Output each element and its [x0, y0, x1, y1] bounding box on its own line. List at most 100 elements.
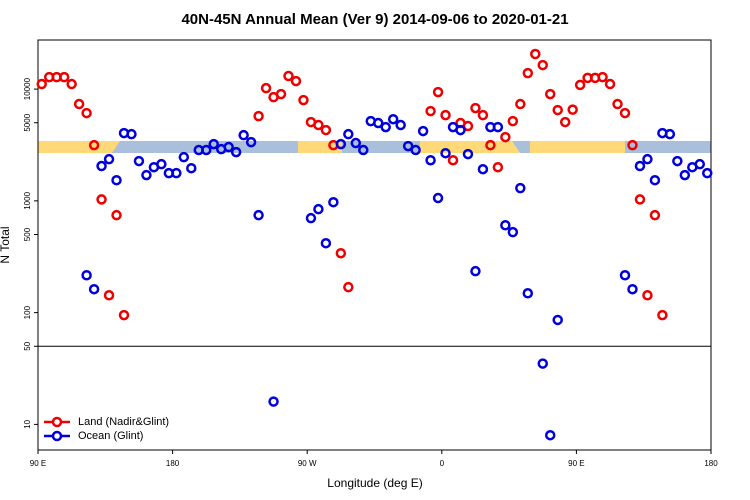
- point: [530, 48, 541, 60]
- point: [387, 113, 399, 125]
- point: [462, 148, 474, 160]
- point: [544, 88, 556, 100]
- point: [343, 128, 354, 140]
- point: [619, 107, 631, 119]
- point: [245, 136, 257, 148]
- point: [559, 116, 571, 128]
- point: [612, 98, 623, 110]
- point: [238, 129, 249, 141]
- y-tick-label: 10: [23, 419, 32, 428]
- point: [66, 78, 77, 90]
- point: [320, 124, 332, 136]
- legend-label: Ocean (Glint): [78, 430, 143, 442]
- point: [672, 155, 683, 167]
- point: [500, 220, 511, 231]
- point: [283, 70, 294, 82]
- point: [350, 137, 362, 149]
- x-tick-label: 180: [166, 459, 180, 468]
- point: [425, 154, 436, 166]
- point: [417, 125, 429, 137]
- point: [320, 237, 332, 249]
- point: [201, 144, 212, 156]
- point: [702, 167, 713, 179]
- chart-title: 40N-45N Annual Mean (Ver 9) 2014-09-06 t…: [181, 11, 568, 28]
- point: [477, 163, 489, 175]
- x-tick-label: 180: [704, 459, 718, 468]
- point: [544, 429, 556, 441]
- point: [103, 290, 115, 301]
- point: [522, 67, 534, 79]
- point: [627, 283, 638, 295]
- point: [253, 110, 264, 122]
- point: [642, 153, 653, 165]
- point: [230, 146, 242, 158]
- point: [156, 158, 167, 170]
- x-axis-label: Longitude (deg E): [327, 476, 422, 490]
- point: [507, 115, 519, 127]
- point: [133, 155, 145, 167]
- y-tick-label: 50: [23, 341, 32, 350]
- point: [88, 139, 100, 151]
- point: [410, 144, 421, 156]
- point: [111, 174, 122, 186]
- point: [111, 209, 122, 221]
- point: [470, 265, 481, 277]
- x-tick-label: 90 E: [30, 459, 46, 468]
- point: [260, 82, 272, 94]
- point: [507, 226, 519, 238]
- plot-frame: [37, 39, 712, 451]
- y-tick-label: 5000: [23, 113, 32, 131]
- point: [679, 169, 691, 181]
- point: [141, 169, 152, 181]
- point: [395, 119, 406, 131]
- point: [657, 309, 668, 321]
- point: [567, 104, 578, 115]
- point: [537, 358, 548, 369]
- point: [81, 269, 92, 281]
- point: [88, 283, 100, 295]
- point: [313, 203, 324, 215]
- point: [96, 160, 107, 172]
- point: [604, 78, 616, 90]
- point: [126, 128, 137, 140]
- point: [642, 290, 653, 301]
- point: [440, 147, 451, 159]
- legend-marker: [51, 430, 63, 442]
- point: [268, 396, 279, 407]
- point: [649, 209, 661, 221]
- point: [597, 71, 608, 83]
- point: [537, 59, 548, 71]
- point: [522, 288, 534, 299]
- point: [492, 121, 504, 133]
- point: [574, 79, 586, 91]
- y-tick-label: 100: [23, 305, 32, 319]
- x-tick-label: 90 W: [298, 459, 317, 468]
- point: [186, 162, 197, 174]
- point: [447, 154, 459, 166]
- point: [58, 71, 70, 83]
- point: [372, 117, 384, 129]
- point: [253, 209, 264, 221]
- point: [313, 119, 324, 131]
- point: [462, 120, 474, 132]
- point: [492, 161, 504, 173]
- legend-label: Land (Nadir&Glint): [78, 416, 169, 428]
- point: [432, 192, 444, 204]
- point: [96, 194, 107, 205]
- point: [178, 151, 190, 163]
- point: [328, 196, 339, 208]
- point: [223, 141, 234, 153]
- y-tick-label: 1000: [23, 191, 32, 209]
- point: [627, 139, 638, 151]
- point: [634, 160, 646, 172]
- point: [305, 212, 317, 224]
- point: [298, 94, 309, 106]
- point: [694, 158, 706, 170]
- x-tick-label: 90 E: [568, 459, 584, 468]
- y-tick-label: 500: [23, 227, 32, 241]
- point: [649, 174, 661, 186]
- x-tick-label: 0: [440, 459, 445, 468]
- point: [275, 88, 287, 100]
- point: [432, 86, 444, 98]
